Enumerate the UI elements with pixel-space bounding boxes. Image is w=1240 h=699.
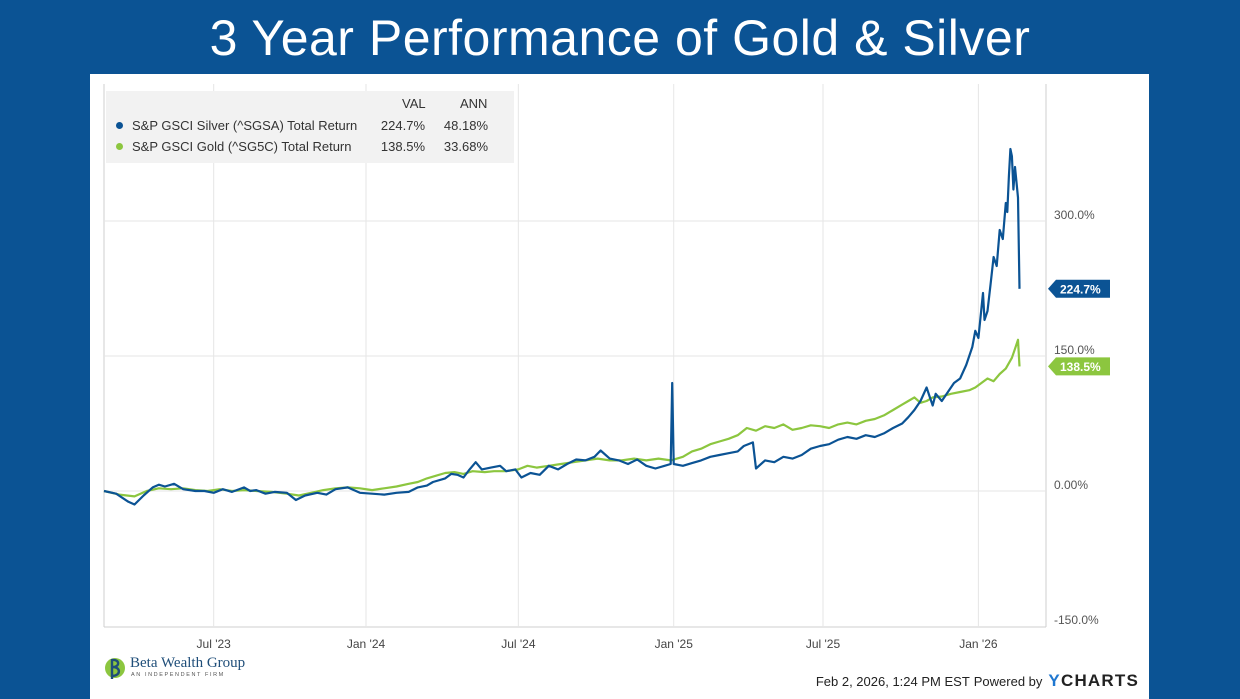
chart-footer: Feb 2, 2026, 1:24 PM EST Powered by YCHA…: [816, 671, 1139, 691]
y-tick-label: 0.00%: [1054, 478, 1088, 492]
footer-timestamp: Feb 2, 2026, 1:24 PM EST: [815, 673, 970, 689]
end-value-label-gold: 138.5%: [1060, 360, 1101, 374]
x-tick-label: Jan '25: [655, 637, 694, 651]
gold-legend-val: 138.5%: [380, 139, 425, 154]
beta-logo-icon: [105, 658, 125, 679]
chart-legend: VAL ANN S&P GSCI Silver (^SGSA) Total Re…: [106, 91, 514, 163]
legend-header-ann: ANN: [460, 96, 488, 111]
brand-logo: Beta Wealth Group AN INDEPENDENT FIRM: [104, 655, 245, 685]
ycharts-logo[interactable]: YCHARTS: [1048, 671, 1139, 691]
gold-legend-dot: [116, 143, 123, 150]
x-tick-label: Jul '23: [197, 637, 232, 651]
footer-powered-by: Powered by: [973, 673, 1043, 689]
silver-legend-dot: [116, 122, 123, 129]
end-value-label-silver: 224.7%: [1060, 282, 1101, 296]
end-value-tag-gold: [1048, 357, 1110, 376]
x-tick-label: Jul '25: [806, 637, 841, 651]
end-value-tag-silver: [1048, 279, 1110, 298]
y-tick-label: -150.0%: [1054, 613, 1099, 627]
chart-canvas: 300.0% 150.0% 0.00% -150.0% Jul '23 Jan '24 Ju…: [103, 84, 1110, 651]
brand-name: Beta Wealth Group: [130, 655, 246, 671]
series-line-gold: [103, 338, 1021, 498]
series-line-silver: [103, 147, 1021, 506]
legend-header-val: VAL: [402, 96, 426, 111]
y-tick-label: 300.0%: [1054, 208, 1095, 222]
legend-row-gold[interactable]: S&P GSCI Gold (^SG5C) Total Return 138.5…: [106, 137, 514, 157]
silver-legend-ann: 48.18%: [443, 118, 488, 133]
slide-title: 3 Year Performance of Gold & Silver: [209, 10, 1031, 66]
brand-tagline: AN INDEPENDENT FIRM: [131, 672, 225, 678]
chart-panel: 300.0% 150.0% 0.00% -150.0% Jul '23 Jan '24 Ju…: [90, 74, 1149, 699]
y-tick-label: 150.0%: [1054, 343, 1095, 357]
x-tick-label: Jan '24: [347, 637, 386, 651]
ycharts-logo-y: Y: [1048, 671, 1061, 690]
silver-legend-val: 224.7%: [380, 118, 425, 133]
gold-legend-ann: 33.68%: [443, 139, 488, 154]
legend-row-silver[interactable]: S&P GSCI Silver (^SGSA) Total Return 224…: [106, 116, 514, 136]
gold-legend-name: S&P GSCI Gold (^SG5C) Total Return: [132, 139, 352, 154]
x-tick-label: Jan '26: [959, 637, 998, 651]
x-tick-label: Jul '24: [501, 637, 536, 651]
ycharts-logo-rest: CHARTS: [1060, 671, 1139, 690]
silver-legend-name: S&P GSCI Silver (^SGSA) Total Return: [132, 118, 358, 133]
